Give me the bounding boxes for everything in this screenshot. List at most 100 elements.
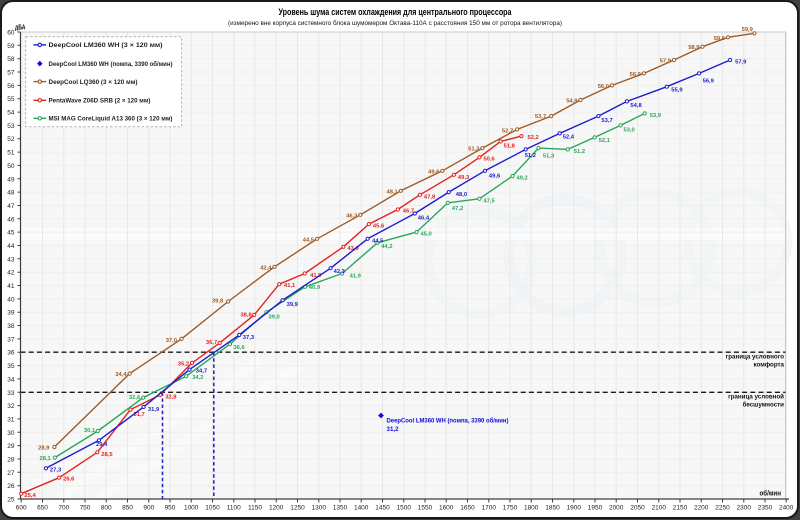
svg-text:750: 750 (80, 505, 91, 512)
svg-text:600: 600 (16, 505, 27, 512)
svg-text:44,5: 44,5 (372, 238, 384, 244)
svg-text:29,4: 29,4 (96, 442, 108, 448)
svg-text:49,6: 49,6 (428, 169, 440, 175)
svg-text:об/мин: об/мин (760, 490, 782, 498)
svg-text:бесшумности: бесшумности (743, 402, 785, 409)
svg-text:39,9: 39,9 (287, 302, 299, 308)
svg-text:33: 33 (7, 390, 15, 397)
svg-text:28,1: 28,1 (40, 456, 52, 462)
svg-text:43,9: 43,9 (347, 246, 359, 252)
svg-text:2050: 2050 (630, 505, 645, 512)
svg-text:54,8: 54,8 (630, 103, 642, 109)
svg-text:54: 54 (7, 110, 15, 117)
svg-text:47: 47 (7, 203, 15, 210)
svg-text:граница условной: граница условной (728, 394, 784, 401)
svg-text:46,4: 46,4 (418, 216, 430, 222)
svg-text:1750: 1750 (503, 505, 518, 512)
svg-text:57: 57 (7, 70, 15, 77)
svg-text:51,3: 51,3 (468, 147, 480, 153)
svg-text:56,9: 56,9 (703, 78, 715, 84)
svg-text:59: 59 (7, 43, 15, 50)
svg-text:54,9: 54,9 (566, 99, 578, 105)
svg-text:60: 60 (7, 30, 15, 37)
svg-text:2150: 2150 (673, 505, 688, 512)
svg-text:900: 900 (143, 505, 154, 512)
svg-text:46,7: 46,7 (403, 209, 414, 215)
svg-text:2100: 2100 (652, 505, 667, 512)
svg-text:1850: 1850 (545, 505, 560, 512)
svg-text:32,8: 32,8 (165, 395, 177, 401)
svg-text:44: 44 (7, 243, 15, 250)
svg-text:57,9: 57,9 (735, 60, 747, 66)
svg-text:37,3: 37,3 (243, 335, 255, 341)
svg-text:1150: 1150 (248, 505, 262, 512)
svg-text:2350: 2350 (758, 505, 773, 512)
svg-text:41,1: 41,1 (284, 283, 296, 289)
svg-text:650: 650 (37, 505, 48, 512)
svg-text:48: 48 (7, 190, 15, 197)
svg-text:1300: 1300 (312, 505, 327, 512)
svg-text:59,6: 59,6 (714, 36, 726, 42)
svg-text:44,5: 44,5 (303, 237, 315, 243)
svg-text:DeepCool LM360 WH (3 × 120 мм): DeepCool LM360 WH (3 × 120 мм) (49, 42, 163, 49)
svg-text:Уровень шума систем охлаждения: Уровень шума систем охлаждения для центр… (279, 7, 512, 17)
svg-text:26,6: 26,6 (63, 477, 75, 483)
svg-text:49,2: 49,2 (517, 176, 528, 182)
svg-text:48,0: 48,0 (456, 192, 467, 198)
svg-text:58: 58 (7, 56, 15, 63)
svg-text:47,5: 47,5 (483, 198, 495, 204)
svg-text:31,9: 31,9 (148, 407, 160, 413)
svg-text:1050: 1050 (205, 505, 220, 512)
svg-text:25: 25 (7, 497, 15, 504)
svg-text:41,9: 41,9 (350, 274, 362, 280)
svg-text:43: 43 (7, 256, 15, 263)
svg-text:49,6: 49,6 (489, 173, 501, 179)
svg-text:39,0: 39,0 (269, 314, 280, 320)
svg-text:46: 46 (7, 216, 15, 223)
svg-text:36,6: 36,6 (233, 345, 245, 351)
svg-text:47,2: 47,2 (452, 206, 463, 212)
svg-text:31,2: 31,2 (387, 426, 400, 433)
svg-text:40,9: 40,9 (309, 285, 321, 291)
svg-text:DeepCool LQ360 (3 × 120 мм): DeepCool LQ360 (3 × 120 мм) (49, 79, 138, 86)
svg-text:55: 55 (7, 96, 15, 103)
svg-text:34,4: 34,4 (115, 372, 127, 378)
svg-text:34,2: 34,2 (192, 375, 203, 381)
svg-text:27,3: 27,3 (50, 468, 62, 474)
svg-text:40: 40 (7, 296, 15, 303)
svg-text:38,8: 38,8 (240, 312, 252, 318)
svg-text:51,3: 51,3 (543, 154, 555, 160)
svg-text:MSI MAG CoreLiquid A13 360 (3: MSI MAG CoreLiquid A13 360 (3 × 120 мм) (49, 116, 173, 123)
svg-text:2300: 2300 (737, 505, 752, 512)
svg-text:800: 800 (101, 505, 112, 512)
svg-text:45,0: 45,0 (421, 231, 432, 237)
svg-text:53: 53 (7, 123, 15, 130)
svg-text:2250: 2250 (715, 505, 730, 512)
svg-text:граница условного: граница условного (726, 354, 785, 361)
svg-text:35: 35 (7, 363, 15, 370)
svg-text:32,6: 32,6 (129, 395, 141, 401)
svg-text:42,3: 42,3 (334, 269, 346, 275)
svg-text:(измерено вне корпуса системно: (измерено вне корпуса системного блока ш… (228, 19, 562, 27)
svg-text:47,8: 47,8 (424, 195, 436, 201)
svg-text:2000: 2000 (609, 505, 624, 512)
svg-text:1400: 1400 (354, 505, 369, 512)
svg-text:45,6: 45,6 (373, 223, 385, 229)
svg-text:53,9: 53,9 (650, 113, 662, 119)
svg-text:53,0: 53,0 (624, 127, 635, 133)
svg-text:45: 45 (7, 230, 15, 237)
svg-text:49,3: 49,3 (458, 175, 470, 181)
svg-text:29: 29 (7, 443, 15, 450)
svg-text:30,1: 30,1 (84, 428, 96, 434)
svg-text:1100: 1100 (227, 505, 241, 512)
svg-text:51: 51 (7, 150, 15, 157)
svg-text:50: 50 (7, 163, 15, 170)
svg-text:30: 30 (7, 430, 15, 437)
svg-text:1950: 1950 (588, 505, 603, 512)
svg-text:49: 49 (7, 176, 15, 183)
svg-text:1200: 1200 (269, 505, 284, 512)
svg-text:1900: 1900 (567, 505, 582, 512)
svg-text:950: 950 (165, 505, 176, 512)
svg-text:59,9: 59,9 (742, 27, 754, 33)
svg-text:26: 26 (7, 483, 15, 490)
